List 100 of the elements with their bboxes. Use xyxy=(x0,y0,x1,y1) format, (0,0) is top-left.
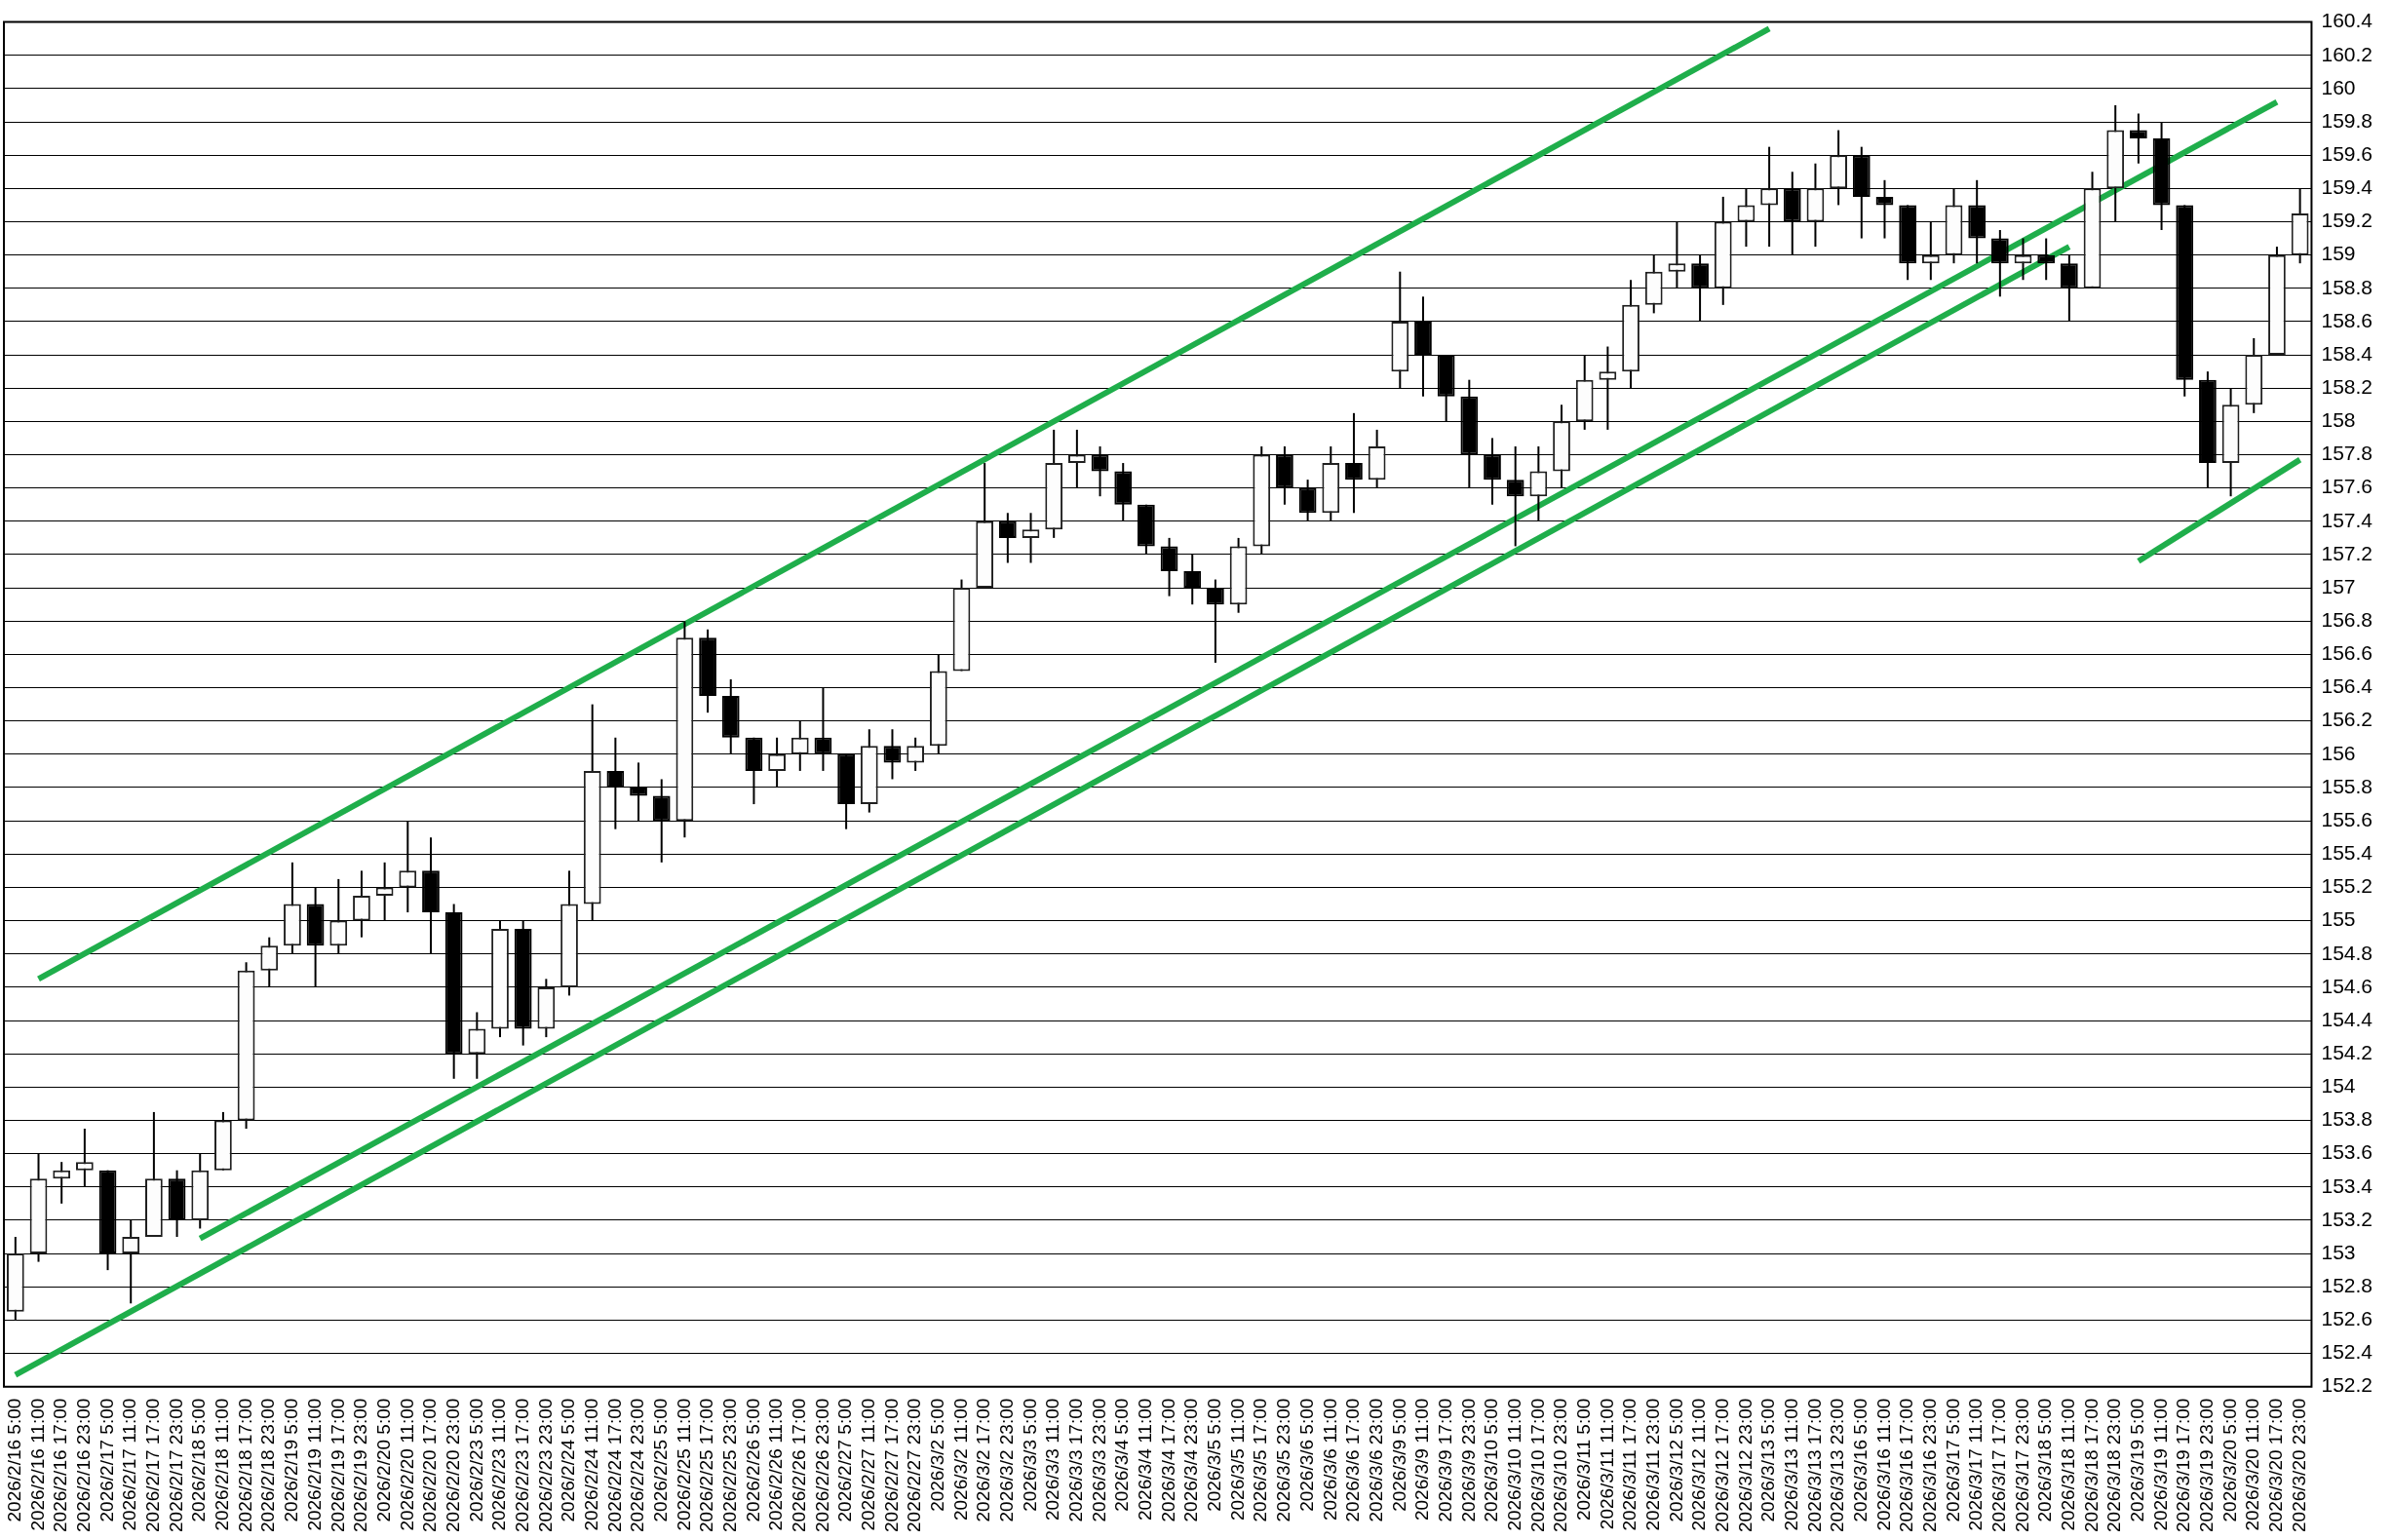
y-tick-label: 157.8 xyxy=(2321,442,2373,465)
x-tick-label: 2026/3/3 11:00 xyxy=(1042,1398,1063,1521)
x-tick-label: 2026/3/9 17:00 xyxy=(1434,1398,1455,1522)
x-tick-label: 2026/3/18 11:00 xyxy=(2058,1398,2079,1531)
x-tick-label: 2026/2/16 11:00 xyxy=(26,1398,48,1531)
y-tick-label: 156.8 xyxy=(2321,608,2373,632)
y-tick-label: 154.8 xyxy=(2321,941,2373,964)
x-tick-label: 2026/3/5 17:00 xyxy=(1250,1398,1271,1522)
x-tick-label: 2026/2/16 5:00 xyxy=(4,1398,25,1522)
x-tick-label: 2026/2/23 23:00 xyxy=(534,1398,556,1533)
x-tick-label: 2026/3/4 23:00 xyxy=(1180,1398,1202,1522)
x-tick-label: 2026/3/12 11:00 xyxy=(1688,1398,1710,1531)
x-tick-label: 2026/3/11 17:00 xyxy=(1619,1398,1640,1531)
x-tick-label: 2026/2/27 5:00 xyxy=(834,1398,856,1522)
x-tick-label: 2026/3/18 17:00 xyxy=(2080,1398,2102,1533)
y-tick-label: 152.2 xyxy=(2321,1373,2373,1397)
x-tick-label: 2026/3/20 11:00 xyxy=(2242,1398,2263,1531)
x-tick-label: 2026/3/3 5:00 xyxy=(1019,1398,1040,1512)
x-tick-label: 2026/3/19 17:00 xyxy=(2173,1398,2194,1533)
x-tick-label: 2026/3/10 23:00 xyxy=(1550,1398,1571,1533)
x-tick-label: 2026/3/11 23:00 xyxy=(1641,1398,1663,1531)
x-tick-label: 2026/3/4 17:00 xyxy=(1157,1398,1178,1522)
x-tick-label: 2026/3/5 23:00 xyxy=(1273,1398,1294,1522)
x-tick-label: 2026/2/18 5:00 xyxy=(188,1398,210,1522)
y-tick-label: 153.8 xyxy=(2321,1107,2373,1131)
y-tick-label: 158 xyxy=(2321,408,2356,432)
x-tick-label: 2026/3/13 23:00 xyxy=(1827,1398,1848,1533)
x-tick-label: 2026/3/3 17:00 xyxy=(1065,1398,1087,1522)
x-tick-label: 2026/3/9 5:00 xyxy=(1388,1398,1409,1512)
y-tick-label: 159 xyxy=(2321,242,2356,265)
x-tick-label: 2026/3/16 23:00 xyxy=(1919,1398,1941,1533)
y-tick-label: 154.6 xyxy=(2321,974,2373,997)
x-tick-label: 2026/3/17 17:00 xyxy=(1988,1398,2010,1533)
y-tick-label: 156.6 xyxy=(2321,641,2373,665)
x-tick-label: 2026/3/10 5:00 xyxy=(1481,1398,1502,1522)
x-tick-label: 2026/2/18 11:00 xyxy=(212,1398,233,1531)
x-tick-label: 2026/3/2 5:00 xyxy=(927,1398,948,1512)
x-tick-label: 2026/2/26 17:00 xyxy=(789,1398,809,1533)
y-tick-label: 160.2 xyxy=(2321,42,2373,65)
y-tick-label: 157.2 xyxy=(2321,541,2373,564)
x-tick-label: 2026/3/18 23:00 xyxy=(2103,1398,2125,1533)
x-tick-label: 2026/3/2 11:00 xyxy=(949,1398,971,1521)
x-tick-label: 2026/3/16 11:00 xyxy=(1872,1398,1894,1531)
x-tick-label: 2026/2/16 23:00 xyxy=(73,1398,95,1533)
x-tick-label: 2026/3/11 11:00 xyxy=(1596,1398,1617,1530)
y-tick-label: 157 xyxy=(2321,574,2356,597)
x-tick-label: 2026/3/19 11:00 xyxy=(2149,1398,2171,1531)
x-tick-label: 2026/2/25 11:00 xyxy=(673,1398,694,1531)
x-tick-label: 2026/2/20 23:00 xyxy=(442,1398,463,1533)
x-tick-label: 2026/3/6 5:00 xyxy=(1295,1398,1317,1512)
x-tick-label: 2026/3/20 5:00 xyxy=(2218,1398,2240,1522)
x-tick-label: 2026/2/19 23:00 xyxy=(350,1398,371,1533)
y-tick-label: 160.4 xyxy=(2321,9,2373,32)
x-tick-label: 2026/3/17 11:00 xyxy=(1965,1398,1987,1531)
y-tick-label: 154.2 xyxy=(2321,1040,2373,1063)
x-tick-label: 2026/3/19 23:00 xyxy=(2196,1398,2218,1533)
x-tick-label: 2026/3/16 5:00 xyxy=(1850,1398,1871,1522)
y-tick-label: 159.4 xyxy=(2321,175,2373,199)
y-tick-label: 154.4 xyxy=(2321,1007,2373,1030)
x-tick-label: 2026/3/3 23:00 xyxy=(1088,1398,1109,1522)
x-tick-label: 2026/3/10 17:00 xyxy=(1526,1398,1548,1533)
x-tick-label: 2026/2/23 11:00 xyxy=(488,1398,510,1531)
x-tick-label: 2026/2/25 5:00 xyxy=(649,1398,671,1522)
y-tick-label: 157.6 xyxy=(2321,475,2373,498)
y-tick-label: 156 xyxy=(2321,741,2356,764)
y-tick-label: 158.4 xyxy=(2321,341,2373,365)
y-tick-label: 158.2 xyxy=(2321,375,2373,399)
x-tick-label: 2026/2/26 5:00 xyxy=(742,1398,763,1522)
y-tick-label: 159.6 xyxy=(2321,141,2373,165)
y-tick-label: 157.4 xyxy=(2321,508,2373,531)
y-tick-label: 152.6 xyxy=(2321,1307,2373,1330)
x-tick-label: 2026/2/25 23:00 xyxy=(718,1398,740,1533)
y-tick-label: 156.2 xyxy=(2321,708,2373,731)
x-tick-label: 2026/2/24 23:00 xyxy=(627,1398,648,1533)
y-tick-label: 153.6 xyxy=(2321,1140,2373,1164)
y-tick-label: 155.8 xyxy=(2321,774,2373,797)
x-tick-label: 2026/3/4 5:00 xyxy=(1111,1398,1133,1512)
y-tick-label: 155 xyxy=(2321,907,2356,931)
x-tick-label: 2026/3/9 23:00 xyxy=(1457,1398,1479,1522)
x-tick-label: 2026/3/9 11:00 xyxy=(1411,1398,1433,1521)
x-tick-label: 2026/2/26 11:00 xyxy=(765,1398,787,1531)
y-tick-label: 153.2 xyxy=(2321,1207,2373,1230)
x-tick-label: 2026/3/19 5:00 xyxy=(2127,1398,2148,1522)
x-tick-label: 2026/3/2 17:00 xyxy=(973,1398,994,1522)
x-tick-label: 2026/2/24 17:00 xyxy=(603,1398,625,1533)
x-tick-label: 2026/3/20 17:00 xyxy=(2265,1398,2287,1533)
x-tick-label: 2026/3/13 5:00 xyxy=(1757,1398,1779,1522)
y-tick-label: 158.6 xyxy=(2321,308,2373,331)
y-tick-label: 156.4 xyxy=(2321,674,2373,698)
x-tick-label: 2026/2/24 5:00 xyxy=(558,1398,579,1522)
x-tick-label: 2026/2/17 17:00 xyxy=(142,1398,164,1533)
y-tick-label: 153 xyxy=(2321,1240,2356,1263)
x-tick-label: 2026/2/27 23:00 xyxy=(904,1398,925,1533)
x-tick-label: 2026/3/18 5:00 xyxy=(2034,1398,2056,1522)
x-tick-label: 2026/2/17 23:00 xyxy=(165,1398,186,1533)
y-tick-label: 153.4 xyxy=(2321,1174,2373,1197)
x-tick-label: 2026/2/23 5:00 xyxy=(465,1398,486,1522)
x-tick-label: 2026/2/19 5:00 xyxy=(281,1398,302,1522)
y-tick-label: 155.4 xyxy=(2321,841,2373,865)
x-tick-label: 2026/2/19 17:00 xyxy=(327,1398,348,1533)
